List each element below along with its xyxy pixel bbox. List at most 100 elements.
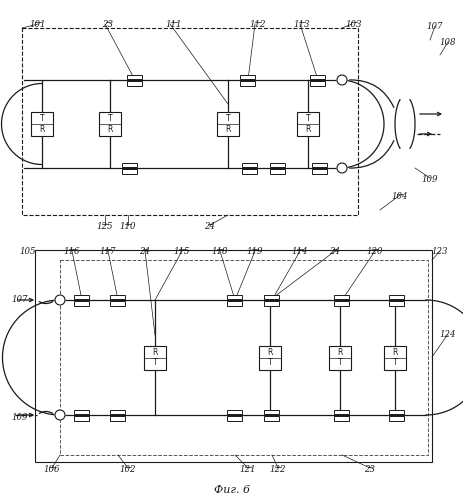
Text: 123: 123 — [431, 247, 447, 256]
Circle shape — [55, 295, 65, 305]
Text: 106: 106 — [44, 465, 60, 474]
Text: 24: 24 — [204, 222, 215, 231]
Text: 105: 105 — [20, 247, 36, 256]
Bar — [242, 162, 257, 167]
Bar — [122, 169, 137, 173]
Bar — [75, 416, 89, 420]
Text: 111: 111 — [165, 20, 182, 29]
Text: T: T — [225, 114, 230, 123]
Bar — [240, 80, 255, 86]
Text: T: T — [107, 114, 112, 123]
Bar — [310, 74, 325, 79]
Text: 115: 115 — [173, 247, 190, 256]
Text: 110: 110 — [119, 222, 136, 231]
Text: 112: 112 — [249, 20, 266, 29]
Text: R: R — [225, 125, 230, 134]
Circle shape — [336, 75, 346, 85]
Text: 104: 104 — [391, 192, 407, 201]
Text: T: T — [267, 358, 272, 368]
Text: 109: 109 — [421, 175, 438, 184]
Text: R: R — [152, 348, 157, 356]
Text: 116: 116 — [63, 247, 80, 256]
Text: T: T — [337, 358, 342, 368]
Text: R: R — [39, 125, 44, 134]
Text: 24: 24 — [329, 247, 340, 256]
Bar — [227, 416, 242, 420]
Text: 113: 113 — [293, 20, 310, 29]
Text: 120: 120 — [366, 247, 382, 256]
Bar — [310, 80, 325, 86]
Text: 107: 107 — [12, 295, 28, 304]
Text: 124: 124 — [439, 330, 455, 339]
Bar — [35, 250, 431, 462]
Text: 107: 107 — [426, 22, 442, 31]
Bar — [312, 162, 327, 167]
Bar — [99, 112, 121, 136]
Bar — [334, 416, 349, 420]
Bar — [75, 300, 89, 306]
Text: 103: 103 — [345, 20, 362, 29]
Bar — [334, 300, 349, 306]
Bar — [75, 294, 89, 299]
Text: R: R — [392, 348, 397, 356]
Bar — [110, 416, 125, 420]
Bar — [110, 410, 125, 414]
Bar — [122, 162, 137, 167]
Bar — [388, 294, 404, 299]
Bar — [270, 169, 285, 173]
Bar — [264, 416, 279, 420]
Text: 24: 24 — [139, 247, 150, 256]
Text: Фиг. 6: Фиг. 6 — [213, 485, 250, 495]
Text: T: T — [152, 358, 157, 368]
Bar — [264, 294, 279, 299]
Bar — [296, 112, 319, 136]
Bar — [60, 260, 427, 455]
Bar — [383, 346, 405, 370]
Text: R: R — [337, 348, 342, 356]
Bar — [264, 410, 279, 414]
Text: 122: 122 — [269, 465, 286, 474]
Bar — [127, 74, 142, 79]
Bar — [110, 294, 125, 299]
Bar — [388, 410, 404, 414]
Text: 102: 102 — [119, 465, 136, 474]
Bar — [217, 112, 238, 136]
Bar — [144, 346, 166, 370]
Text: 108: 108 — [439, 38, 455, 47]
Bar — [22, 28, 357, 215]
Text: T: T — [305, 114, 310, 123]
Text: 119: 119 — [246, 247, 263, 256]
Text: 23: 23 — [102, 20, 113, 29]
Text: 114: 114 — [291, 247, 307, 256]
Bar — [312, 169, 327, 173]
Bar — [75, 410, 89, 414]
Text: 121: 121 — [239, 465, 256, 474]
Text: 101: 101 — [30, 20, 46, 29]
Bar — [242, 169, 257, 173]
Bar — [334, 410, 349, 414]
Text: 117: 117 — [100, 247, 116, 256]
Bar — [240, 74, 255, 79]
Bar — [328, 346, 350, 370]
Bar — [227, 300, 242, 306]
Text: T: T — [392, 358, 396, 368]
Circle shape — [336, 163, 346, 173]
Text: 118: 118 — [211, 247, 228, 256]
Text: 125: 125 — [97, 222, 113, 231]
Bar — [388, 300, 404, 306]
Bar — [334, 294, 349, 299]
Text: 109: 109 — [12, 413, 28, 422]
Bar — [110, 300, 125, 306]
Text: R: R — [267, 348, 272, 356]
Bar — [388, 416, 404, 420]
Bar — [227, 410, 242, 414]
Bar — [270, 162, 285, 167]
Bar — [264, 300, 279, 306]
Bar — [127, 80, 142, 86]
Text: R: R — [107, 125, 113, 134]
Bar — [227, 294, 242, 299]
Bar — [31, 112, 53, 136]
Bar — [258, 346, 281, 370]
Text: T: T — [40, 114, 44, 123]
Text: 23: 23 — [364, 465, 375, 474]
